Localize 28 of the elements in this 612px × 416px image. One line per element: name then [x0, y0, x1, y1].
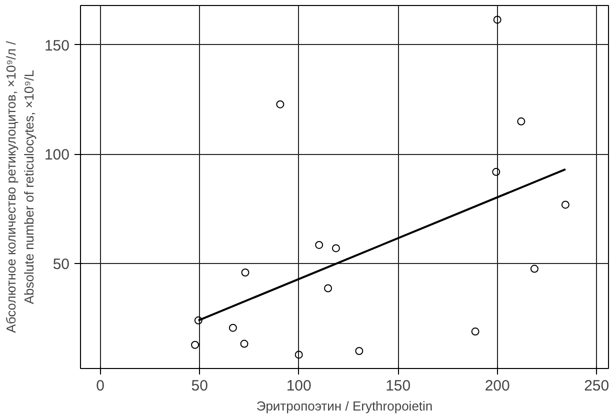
- x-tick-label: 50: [191, 378, 208, 394]
- point: [561, 200, 570, 209]
- point: [315, 240, 324, 249]
- x-tick-label: 0: [96, 378, 105, 394]
- x-tick-label: 200: [484, 378, 510, 394]
- x-tick-label: 100: [286, 378, 312, 394]
- y-tick-label: 150: [44, 37, 70, 54]
- point: [517, 117, 526, 126]
- x-axis-title: Эритропоэтин / Erythropoietin: [256, 398, 433, 414]
- point: [332, 244, 340, 252]
- point: [228, 324, 237, 332]
- point: [493, 16, 502, 24]
- point: [355, 347, 364, 355]
- point: [530, 264, 538, 273]
- x-tick-label: 150: [386, 378, 411, 394]
- point: [324, 284, 332, 292]
- y-tick-label: 100: [44, 146, 70, 164]
- point: [471, 328, 480, 336]
- point: [191, 340, 200, 349]
- point: [492, 168, 500, 176]
- point: [276, 100, 284, 108]
- x-tick-label: 250: [584, 378, 610, 394]
- y-tick-label: 50: [52, 256, 70, 274]
- y-axis-title: Абсолютное количество ретикулоцитов, ×10⁹/л / Absolute number of reticulocytes, ×10⁹/L: [3, 40, 36, 333]
- point: [240, 340, 248, 348]
- point: [194, 316, 202, 324]
- point: [241, 268, 250, 276]
- point: [294, 350, 303, 359]
